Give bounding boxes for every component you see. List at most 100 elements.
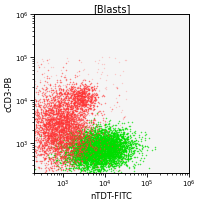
Point: [97, 156, 101, 159]
Point: [102, 144, 105, 148]
Point: [116, 133, 119, 136]
Point: [92, 158, 95, 162]
Point: [115, 139, 118, 143]
Point: [98, 143, 101, 147]
Point: [91, 161, 94, 164]
Point: [39, 116, 42, 119]
Point: [73, 128, 77, 132]
Point: [105, 151, 108, 154]
Point: [115, 137, 118, 141]
Point: [73, 113, 76, 116]
Point: [110, 149, 114, 152]
Point: [100, 156, 104, 159]
Point: [94, 137, 97, 140]
Point: [50, 109, 54, 112]
Point: [53, 146, 56, 150]
Point: [102, 63, 106, 67]
Point: [93, 135, 96, 139]
Point: [58, 155, 61, 158]
Point: [94, 150, 98, 153]
Point: [85, 99, 89, 102]
Point: [49, 133, 52, 136]
Point: [59, 133, 62, 136]
Point: [98, 159, 101, 162]
Point: [33, 153, 36, 156]
Point: [122, 149, 125, 152]
Point: [49, 133, 52, 137]
Point: [55, 96, 58, 99]
Point: [88, 139, 92, 142]
Point: [89, 154, 92, 158]
Point: [67, 124, 70, 128]
Point: [49, 145, 52, 148]
Point: [45, 151, 48, 154]
Point: [63, 151, 67, 154]
Point: [59, 145, 62, 148]
Point: [96, 152, 100, 155]
Point: [71, 112, 74, 115]
Point: [105, 152, 108, 155]
Point: [96, 94, 99, 97]
Point: [42, 124, 45, 127]
Point: [127, 149, 130, 152]
Point: [41, 110, 44, 113]
Point: [67, 108, 70, 111]
Point: [82, 138, 85, 141]
Point: [83, 135, 86, 138]
Point: [120, 128, 123, 131]
Point: [86, 153, 89, 156]
Point: [60, 119, 63, 122]
Point: [83, 110, 86, 113]
Point: [52, 123, 55, 127]
Point: [61, 119, 64, 122]
Point: [88, 95, 91, 99]
Point: [104, 128, 107, 132]
Point: [98, 151, 101, 154]
Point: [107, 127, 110, 130]
Point: [108, 146, 111, 149]
Point: [66, 160, 70, 163]
Point: [104, 147, 107, 150]
Point: [102, 144, 105, 147]
Point: [121, 152, 124, 155]
Point: [55, 139, 59, 142]
Point: [65, 113, 68, 116]
Point: [55, 149, 59, 153]
Point: [86, 149, 89, 152]
Point: [96, 141, 99, 145]
Point: [80, 157, 83, 161]
Point: [115, 149, 118, 152]
Point: [97, 155, 100, 158]
Point: [54, 109, 57, 112]
Point: [103, 129, 107, 132]
Point: [73, 149, 76, 153]
Point: [115, 135, 118, 139]
Point: [41, 147, 44, 150]
Point: [102, 158, 105, 161]
Point: [87, 158, 90, 161]
Point: [87, 99, 90, 102]
Point: [97, 144, 101, 147]
Point: [103, 157, 106, 161]
Point: [83, 116, 86, 119]
Point: [33, 154, 37, 157]
Point: [58, 130, 62, 133]
Point: [99, 146, 102, 149]
Point: [116, 146, 119, 149]
Point: [87, 88, 91, 91]
Point: [69, 119, 72, 122]
Point: [65, 57, 68, 61]
Point: [64, 79, 67, 82]
Point: [39, 118, 42, 121]
Point: [114, 124, 117, 127]
Point: [82, 155, 85, 159]
Point: [62, 138, 65, 141]
Point: [80, 100, 83, 104]
Point: [84, 144, 88, 148]
Point: [70, 166, 73, 170]
Point: [98, 150, 102, 154]
Point: [86, 142, 89, 145]
Point: [67, 146, 70, 149]
Point: [112, 147, 115, 150]
Point: [68, 136, 72, 139]
